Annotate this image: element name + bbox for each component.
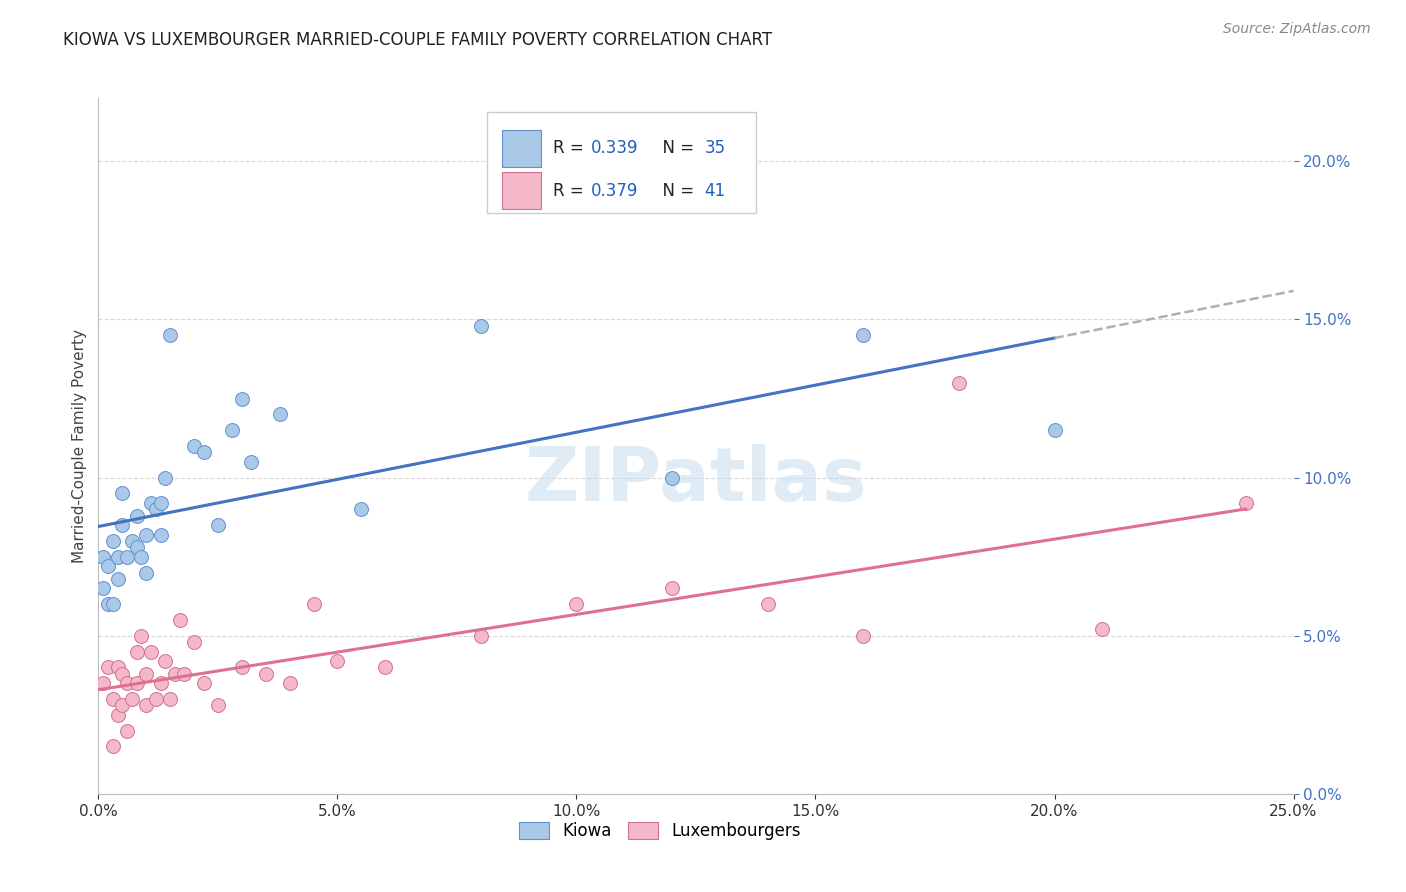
Point <box>91 549 114 564</box>
Point <box>107 549 129 564</box>
Point <box>97 559 120 574</box>
Point <box>121 692 143 706</box>
Point <box>159 328 181 343</box>
Point <box>107 660 129 674</box>
Point <box>97 597 120 611</box>
Point <box>115 676 138 690</box>
Point <box>254 666 277 681</box>
Text: N =: N = <box>652 139 699 157</box>
Point <box>107 707 129 722</box>
Point <box>135 666 157 681</box>
Point <box>107 572 129 586</box>
Point <box>125 508 148 523</box>
Point <box>101 692 124 706</box>
Point <box>183 439 205 453</box>
FancyBboxPatch shape <box>486 112 756 213</box>
Point <box>115 723 138 738</box>
FancyBboxPatch shape <box>502 129 541 167</box>
Point <box>565 597 588 611</box>
Point <box>1091 623 1114 637</box>
Point <box>302 597 325 611</box>
FancyBboxPatch shape <box>502 172 541 210</box>
Point <box>91 676 114 690</box>
Point <box>125 644 148 658</box>
Point <box>155 654 177 668</box>
Point <box>101 739 124 754</box>
Point <box>139 644 162 658</box>
Point <box>131 549 153 564</box>
Point <box>149 676 172 690</box>
Point <box>470 318 492 333</box>
Point <box>145 692 167 706</box>
Point <box>661 470 683 484</box>
Point <box>135 527 157 541</box>
Point <box>326 654 349 668</box>
Point <box>155 470 177 484</box>
Point <box>193 445 215 459</box>
Point <box>221 423 243 437</box>
Text: ZIPatlas: ZIPatlas <box>524 444 868 517</box>
Point <box>131 629 153 643</box>
Point <box>661 582 683 596</box>
Point <box>111 486 134 500</box>
Point <box>111 698 134 713</box>
Point <box>169 613 191 627</box>
Point <box>948 376 970 390</box>
Text: N =: N = <box>652 182 699 200</box>
Point <box>1234 496 1257 510</box>
Text: 0.339: 0.339 <box>591 139 638 157</box>
Point <box>163 666 186 681</box>
Legend: Kiowa, Luxembourgers: Kiowa, Luxembourgers <box>510 814 810 848</box>
Point <box>97 660 120 674</box>
Point <box>374 660 396 674</box>
Point <box>91 582 114 596</box>
Point <box>183 635 205 649</box>
Point <box>350 502 373 516</box>
Point <box>111 666 134 681</box>
Point <box>278 676 301 690</box>
Point <box>240 455 263 469</box>
Point <box>231 392 253 406</box>
Y-axis label: Married-Couple Family Poverty: Married-Couple Family Poverty <box>72 329 87 563</box>
Point <box>125 540 148 554</box>
Point <box>1043 423 1066 437</box>
Point <box>756 597 779 611</box>
Text: Source: ZipAtlas.com: Source: ZipAtlas.com <box>1223 22 1371 37</box>
Point <box>145 502 167 516</box>
Text: 41: 41 <box>704 182 725 200</box>
Point <box>193 676 215 690</box>
Point <box>852 629 875 643</box>
Point <box>173 666 195 681</box>
Point <box>852 328 875 343</box>
Point <box>101 533 124 548</box>
Point <box>269 408 291 422</box>
Point <box>139 496 162 510</box>
Point <box>135 566 157 580</box>
Point <box>135 698 157 713</box>
Point <box>207 518 229 533</box>
Text: R =: R = <box>553 182 589 200</box>
Point <box>159 692 181 706</box>
Point <box>111 518 134 533</box>
Point <box>115 549 138 564</box>
Text: R =: R = <box>553 139 589 157</box>
Point <box>121 533 143 548</box>
Text: 0.379: 0.379 <box>591 182 638 200</box>
Point <box>470 629 492 643</box>
Point <box>149 527 172 541</box>
Point <box>231 660 253 674</box>
Text: KIOWA VS LUXEMBOURGER MARRIED-COUPLE FAMILY POVERTY CORRELATION CHART: KIOWA VS LUXEMBOURGER MARRIED-COUPLE FAM… <box>63 31 772 49</box>
Point <box>149 496 172 510</box>
Point <box>125 676 148 690</box>
Point <box>101 597 124 611</box>
Point <box>207 698 229 713</box>
Text: 35: 35 <box>704 139 725 157</box>
